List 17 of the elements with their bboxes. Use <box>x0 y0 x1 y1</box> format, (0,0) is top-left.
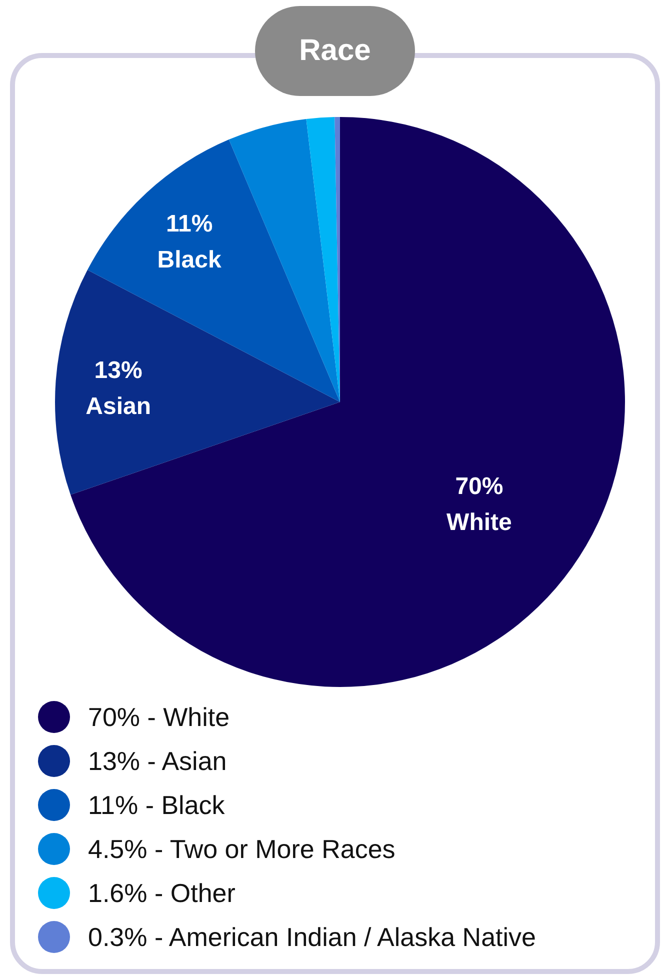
pie-slice <box>70 117 625 687</box>
legend-label: 0.3% - American Indian / Alaska Native <box>88 922 536 952</box>
legend-label: 1.6% - Other <box>88 878 236 908</box>
data-label: 11% <box>166 210 213 238</box>
slice-label: Black <box>157 246 222 274</box>
text: 11% - Black <box>88 790 225 820</box>
pie-slice <box>228 119 340 402</box>
pie-slice <box>55 270 340 495</box>
data-label: 13% <box>94 357 142 384</box>
chart-title: Race <box>255 6 415 96</box>
data-label: 70% <box>455 473 504 500</box>
slice-label: Asian <box>86 393 152 420</box>
text: 13% - Asian <box>88 746 227 776</box>
slice-label: White <box>446 509 512 536</box>
pie-slice <box>306 117 340 402</box>
legend-label: 4.5% - Two or More Races <box>88 834 396 864</box>
text: 70% - White <box>88 702 230 732</box>
